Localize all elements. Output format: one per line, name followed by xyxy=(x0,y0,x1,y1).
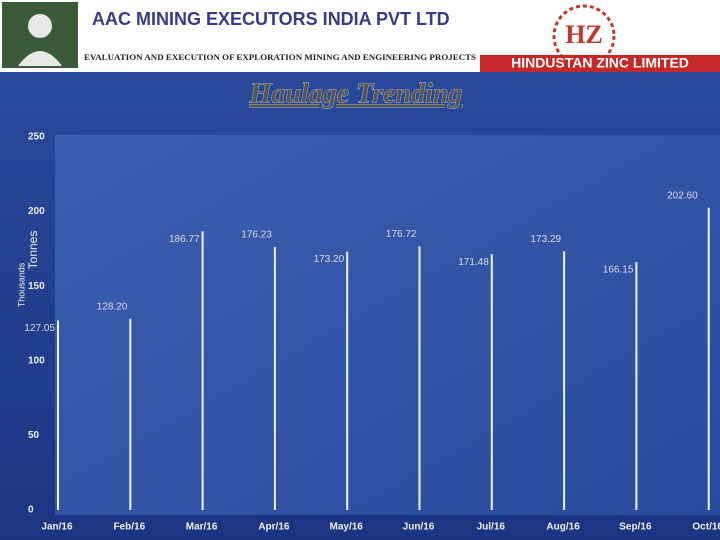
right-logo: HZ xyxy=(552,4,616,68)
bar xyxy=(707,207,710,510)
plot-area xyxy=(55,135,720,515)
bar xyxy=(273,247,276,511)
data-label: 176.23 xyxy=(241,230,272,241)
bar xyxy=(635,262,638,510)
y-tick-label: 250 xyxy=(28,132,45,143)
x-tick-label: Jul/16 xyxy=(477,522,506,533)
y-tick-label: 0 xyxy=(28,505,34,516)
data-label: 202.60 xyxy=(667,190,698,201)
x-tick-label: May/16 xyxy=(330,522,364,533)
x-tick-label: Aug/16 xyxy=(546,522,580,533)
left-logo xyxy=(2,2,78,68)
data-label: 166.15 xyxy=(603,265,634,276)
y-axis-label: Tonnes xyxy=(26,231,40,270)
x-tick-label: Apr/16 xyxy=(258,522,290,533)
bar xyxy=(129,318,132,510)
data-label: 186.77 xyxy=(169,234,200,245)
x-tick-label: Sep/16 xyxy=(619,522,652,533)
data-label: 127.05 xyxy=(24,323,55,334)
y-tick-label: 50 xyxy=(28,430,40,441)
data-label: 171.48 xyxy=(458,257,489,268)
y-axis-unit: Thousands xyxy=(16,262,26,307)
bar xyxy=(201,231,204,510)
bar xyxy=(346,251,349,510)
y-tick-label: 100 xyxy=(28,355,45,366)
data-label: 176.72 xyxy=(386,229,417,240)
data-label: 173.20 xyxy=(314,254,345,265)
x-tick-label: Mar/16 xyxy=(186,522,218,533)
x-tick-label: Jan/16 xyxy=(41,522,73,533)
x-tick-label: Oct/16 xyxy=(692,522,720,533)
client-name: HINDUSTAN ZINC LIMITED xyxy=(511,55,689,71)
data-label: 128.20 xyxy=(97,301,128,312)
data-label: 173.29 xyxy=(531,234,562,245)
tagline: EVALUATION AND EXECUTION OF EXPLORATION … xyxy=(84,52,476,62)
company-name: AAC MINING EXECUTORS INDIA PVT LTD xyxy=(92,9,450,29)
bar xyxy=(490,254,493,510)
y-tick-label: 150 xyxy=(28,281,45,292)
svg-text:HZ: HZ xyxy=(565,20,603,49)
y-tick-label: 200 xyxy=(28,206,45,217)
bar xyxy=(57,320,59,510)
client-band xyxy=(480,55,720,72)
x-tick-label: Jun/16 xyxy=(403,522,435,533)
bar xyxy=(418,246,421,511)
chart-title: Haulage Trending xyxy=(249,78,463,109)
bar xyxy=(563,251,566,510)
x-tick-label: Feb/16 xyxy=(113,522,145,533)
chart: 0 50 100 150 200 250 Jan/16 127.05 Feb/16 128.20 M… xyxy=(24,132,720,533)
